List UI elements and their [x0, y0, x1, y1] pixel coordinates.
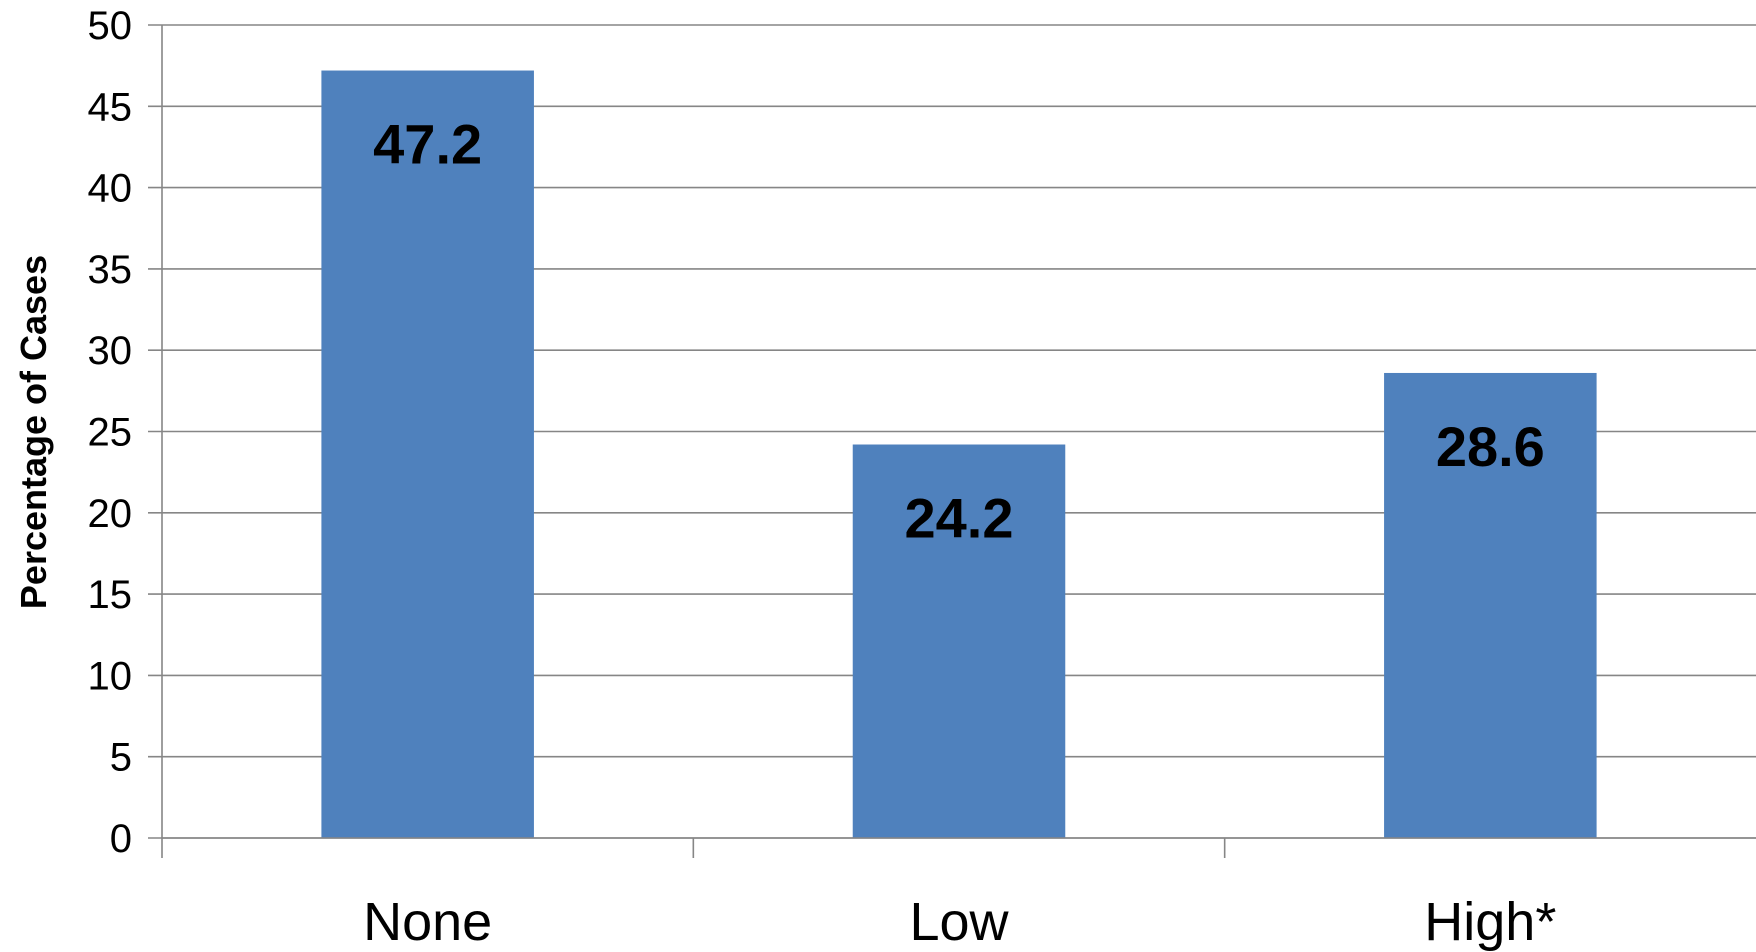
bar-value-label: 47.2	[373, 113, 482, 176]
y-tick-label: 45	[88, 85, 133, 129]
axes	[161, 25, 1756, 858]
bar-value-label: 28.6	[1436, 415, 1545, 478]
x-category-label: High*	[1424, 892, 1556, 952]
bars	[321, 70, 1597, 838]
x-category-label: None	[363, 892, 492, 952]
y-tick-label: 35	[88, 248, 133, 292]
y-tick-label: 10	[88, 654, 133, 698]
bar-low	[852, 444, 1066, 838]
y-tick-label: 20	[88, 492, 133, 536]
bar-high	[1384, 372, 1597, 838]
labels: 0 5 10 15 20 25 30 35 40 45 50 None 47.2 Low 24.2 High*…	[88, 4, 1557, 952]
y-tick-label: 15	[88, 573, 133, 617]
y-tick-label: 30	[88, 329, 133, 373]
bar-none	[321, 70, 534, 838]
y-tick-label: 25	[88, 411, 133, 455]
y-tick-label: 5	[110, 736, 132, 780]
y-tick-label: 40	[88, 167, 133, 211]
x-category-label: Low	[909, 892, 1009, 952]
y-tick-label: 50	[88, 4, 133, 48]
y-tick-label: 0	[110, 817, 132, 861]
bar-value-label: 24.2	[905, 487, 1014, 550]
y-axis-title: Percentage of Cases	[13, 255, 54, 609]
